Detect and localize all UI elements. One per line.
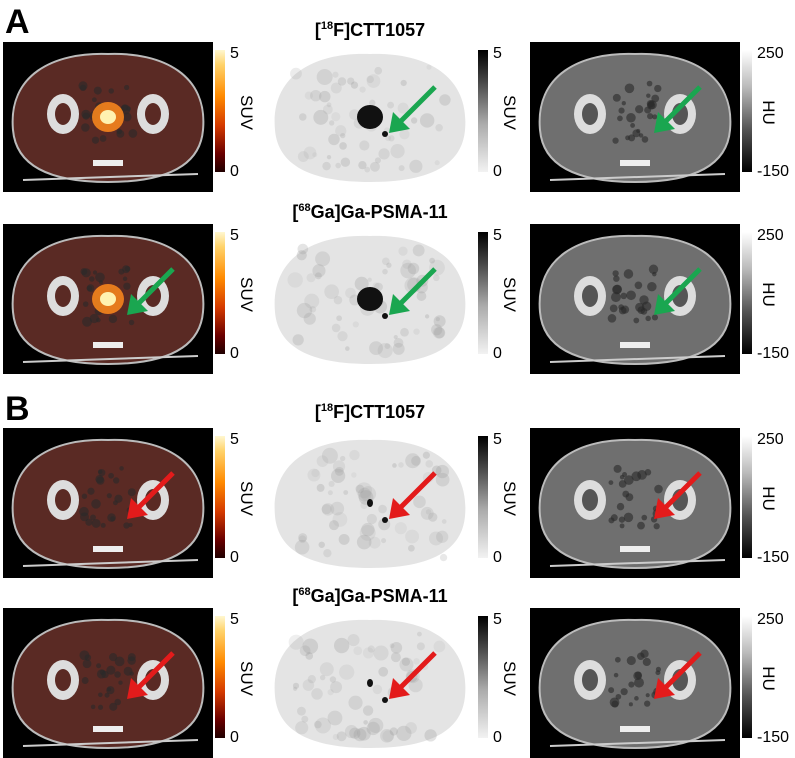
tracer-title: [68Ga]Ga-PSMA-11	[220, 202, 520, 223]
colorbar-min-label: -150	[757, 730, 789, 746]
colorbar	[478, 616, 488, 738]
tracer-isotope-mass: 68	[298, 202, 310, 214]
pet-scan-image	[265, 428, 475, 578]
colorbar	[742, 616, 752, 738]
colorbar-max-label: 5	[493, 612, 502, 628]
colorbar-max-label: 5	[230, 612, 239, 628]
fused-scan-image	[3, 224, 213, 374]
colorbar-max-label: 5	[230, 228, 239, 244]
tracer-title: [18F]CTT1057	[220, 20, 520, 41]
colorbar-min-label: -150	[757, 550, 789, 566]
ct-scan-image	[530, 608, 740, 758]
colorbar-unit-label: HU	[760, 282, 777, 307]
panel-letter: A	[5, 5, 30, 39]
colorbar	[478, 436, 488, 558]
colorbar-max-label: 5	[493, 432, 502, 448]
tracer-isotope-mass: 68	[298, 586, 310, 598]
colorbar-unit-label: SUV	[501, 277, 518, 312]
colorbar-max-label: 5	[493, 46, 502, 62]
colorbar-min-label: 0	[493, 550, 502, 566]
colorbar-max-label: 250	[757, 432, 784, 448]
panel-letter: B	[5, 392, 30, 426]
colorbar-max-label: 250	[757, 46, 784, 62]
tracer-name: Ga]Ga-PSMA-11	[311, 202, 448, 222]
colorbar	[742, 50, 752, 172]
colorbar-min-label: 0	[493, 730, 502, 746]
colorbar-unit-label: HU	[760, 486, 777, 511]
tracer-name: F]CTT1057	[333, 20, 425, 40]
fused-scan-image	[3, 428, 213, 578]
pet-scan-image	[265, 42, 475, 192]
colorbar	[215, 436, 225, 558]
colorbar-max-label: 5	[230, 46, 239, 62]
colorbar-unit-label: SUV	[501, 481, 518, 516]
tracer-title: [18F]CTT1057	[220, 402, 520, 423]
colorbar-min-label: -150	[757, 346, 789, 362]
fused-scan-image	[3, 608, 213, 758]
colorbar	[742, 436, 752, 558]
pet-scan-image	[265, 608, 475, 758]
colorbar-unit-label: HU	[760, 100, 777, 125]
fused-scan-image	[3, 42, 213, 192]
colorbar	[478, 232, 488, 354]
colorbar	[478, 50, 488, 172]
ct-scan-image	[530, 224, 740, 374]
ct-scan-image	[530, 42, 740, 192]
tracer-name: F]CTT1057	[333, 402, 425, 422]
colorbar	[742, 232, 752, 354]
colorbar-unit-label: HU	[760, 666, 777, 691]
colorbar-max-label: 250	[757, 612, 784, 628]
colorbar-max-label: 5	[230, 432, 239, 448]
colorbar-unit-label: SUV	[238, 481, 255, 516]
colorbar-min-label: 0	[230, 550, 239, 566]
tracer-title: [68Ga]Ga-PSMA-11	[220, 586, 520, 607]
colorbar	[215, 232, 225, 354]
tracer-isotope-mass: 18	[321, 20, 333, 32]
colorbar	[215, 616, 225, 738]
colorbar-min-label: -150	[757, 164, 789, 180]
colorbar-max-label: 5	[493, 228, 502, 244]
colorbar-min-label: 0	[230, 730, 239, 746]
tracer-isotope-mass: 18	[321, 402, 333, 414]
colorbar-unit-label: SUV	[501, 95, 518, 130]
colorbar-unit-label: SUV	[238, 95, 255, 130]
colorbar-min-label: 0	[230, 164, 239, 180]
colorbar-max-label: 250	[757, 228, 784, 244]
colorbar-unit-label: SUV	[238, 277, 255, 312]
colorbar	[215, 50, 225, 172]
colorbar-unit-label: SUV	[238, 661, 255, 696]
colorbar-min-label: 0	[493, 164, 502, 180]
colorbar-unit-label: SUV	[501, 661, 518, 696]
colorbar-min-label: 0	[493, 346, 502, 362]
ct-scan-image	[530, 428, 740, 578]
colorbar-min-label: 0	[230, 346, 239, 362]
tracer-name: Ga]Ga-PSMA-11	[311, 586, 448, 606]
pet-scan-image	[265, 224, 475, 374]
